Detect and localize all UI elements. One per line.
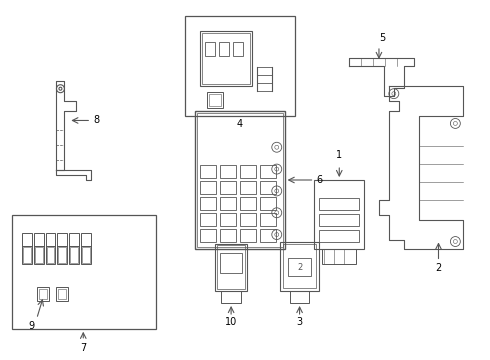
Bar [185, 16, 294, 116]
Bar [240, 197, 256, 210]
Bar [200, 165, 216, 178]
Bar [35, 247, 43, 264]
Bar [209, 94, 221, 105]
Text: 10: 10 [225, 317, 237, 327]
Bar [46, 247, 55, 264]
Bar [219, 42, 229, 56]
Bar [12, 215, 156, 329]
Bar [23, 247, 31, 264]
Bar [220, 213, 236, 226]
Bar [200, 181, 216, 194]
Bar [319, 230, 359, 242]
Bar [46, 233, 55, 247]
Bar [205, 42, 215, 56]
Text: 9: 9 [28, 321, 35, 331]
Bar [200, 197, 216, 210]
Bar [233, 42, 243, 56]
Bar [200, 229, 216, 242]
Bar [220, 253, 242, 273]
Bar [315, 180, 364, 249]
Bar [58, 247, 66, 264]
Bar [71, 247, 78, 264]
Bar [22, 233, 32, 247]
Bar [200, 31, 252, 86]
Bar [240, 165, 256, 178]
Text: 7: 7 [80, 343, 86, 353]
Bar [319, 198, 359, 210]
Text: 5: 5 [379, 33, 385, 43]
Bar [196, 111, 285, 249]
Bar [260, 229, 276, 242]
Bar [260, 181, 276, 194]
Bar [82, 247, 90, 264]
Bar [57, 233, 68, 247]
Bar [215, 243, 247, 291]
Bar [81, 233, 91, 247]
Text: 6: 6 [317, 175, 322, 185]
Bar [56, 287, 69, 301]
Bar [58, 289, 66, 299]
Bar [202, 33, 250, 84]
Bar [260, 165, 276, 178]
Bar [207, 92, 223, 108]
Bar [288, 258, 312, 276]
Bar [37, 287, 49, 301]
Bar [197, 113, 283, 247]
Bar [22, 247, 32, 264]
Text: 2: 2 [436, 263, 441, 273]
Bar [260, 197, 276, 210]
Text: 2: 2 [297, 263, 302, 272]
Bar [34, 247, 44, 264]
Bar [260, 213, 276, 226]
Bar [57, 247, 68, 264]
Bar [34, 233, 44, 247]
Bar [240, 181, 256, 194]
Bar [220, 181, 236, 194]
Bar [240, 213, 256, 226]
Bar [217, 246, 245, 289]
Bar [220, 197, 236, 210]
Bar [70, 247, 79, 264]
Bar [47, 247, 54, 264]
Bar [220, 229, 236, 242]
Text: 3: 3 [296, 317, 303, 327]
Bar [220, 165, 236, 178]
Bar [200, 213, 216, 226]
Bar [319, 214, 359, 226]
Text: 1: 1 [336, 150, 343, 160]
Bar [39, 289, 47, 299]
Bar [221, 291, 241, 303]
Text: 4: 4 [237, 120, 243, 129]
Text: 8: 8 [93, 116, 99, 126]
Bar [290, 291, 310, 303]
Bar [240, 229, 256, 242]
Bar [81, 247, 91, 264]
Bar [70, 233, 79, 247]
Bar [280, 242, 319, 291]
Bar [322, 249, 356, 264]
Bar [283, 244, 317, 288]
